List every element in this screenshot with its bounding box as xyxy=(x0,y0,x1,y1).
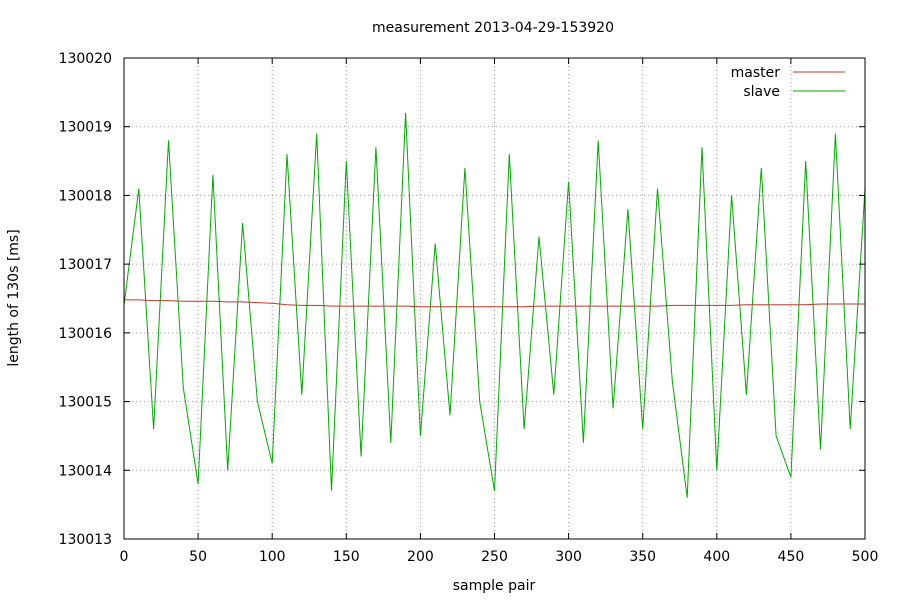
series-line-slave xyxy=(123,112,866,498)
legend: master slave xyxy=(731,65,845,100)
x-tick-label: 150 xyxy=(333,549,360,565)
x-tick-label: 250 xyxy=(481,549,508,565)
series-layer xyxy=(123,112,866,498)
x-tick-label: 50 xyxy=(189,549,207,565)
x-tick-label: 400 xyxy=(703,549,730,565)
chart-title: measurement 2013-04-29-153920 xyxy=(372,20,614,36)
y-tick-label: 130014 xyxy=(59,463,113,479)
legend-label-slave: slave xyxy=(743,84,780,100)
y-tick-label: 130013 xyxy=(59,532,112,548)
y-tick-label: 130017 xyxy=(59,257,112,273)
x-tick-label: 0 xyxy=(120,549,129,565)
x-tick-label: 100 xyxy=(259,549,286,565)
y-tick-label: 130016 xyxy=(59,326,113,342)
y-tick-label: 130015 xyxy=(59,395,112,411)
axis-ticks: 0 50 100 150 200 250 300 350 400 450 500 130013 1300… xyxy=(59,51,879,565)
y-tick-label: 130018 xyxy=(59,188,112,204)
x-axis-title: sample pair xyxy=(453,578,536,594)
x-tick-label: 500 xyxy=(852,549,879,565)
y-tick-label: 130020 xyxy=(59,51,112,67)
y-tick-label: 130019 xyxy=(59,120,112,136)
x-tick-label: 200 xyxy=(407,549,434,565)
x-tick-label: 350 xyxy=(629,549,656,565)
series-line-master xyxy=(124,299,865,308)
x-tick-label: 300 xyxy=(555,549,582,565)
grid xyxy=(124,58,865,539)
legend-label-master: master xyxy=(731,65,781,81)
y-axis-title: length of 130s [ms] xyxy=(6,229,22,366)
x-tick-label: 450 xyxy=(778,549,805,565)
